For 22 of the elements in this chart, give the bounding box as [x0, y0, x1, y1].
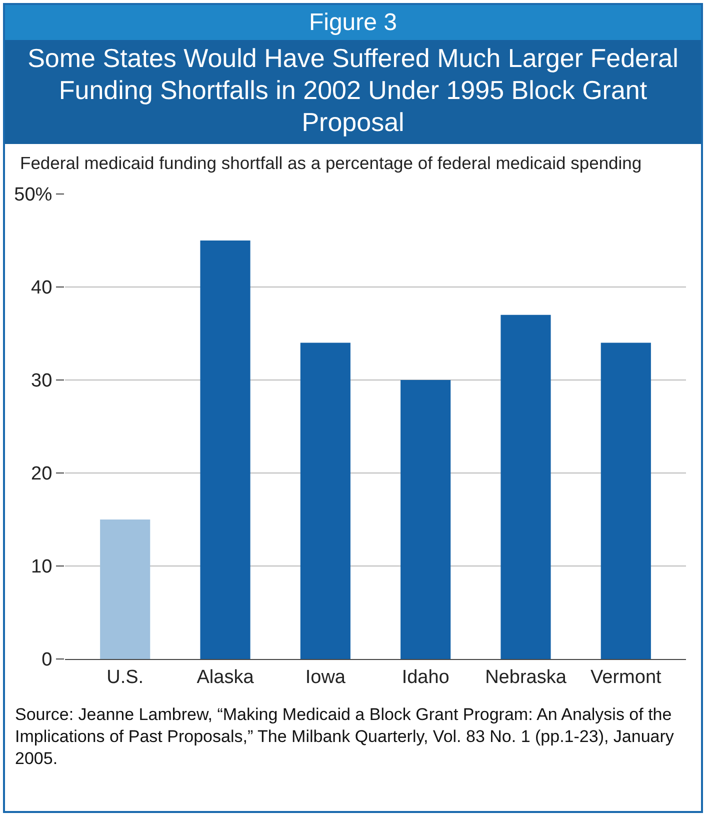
chart-title: Figure 3: [5, 5, 701, 40]
bar: [300, 342, 350, 659]
x-tick-label: Idaho: [402, 666, 450, 688]
x-tick-label: Nebraska: [485, 666, 567, 688]
x-tick-label: U.S.: [106, 666, 144, 688]
y-tick-label: 10: [31, 556, 52, 578]
y-axis-title: Federal medicaid funding shortfall as a percentage of federal medicaid spending: [20, 153, 642, 173]
chart-subtitle: Some States Would Have Suffered Much Larger Federal Funding Shortfalls in 2002 Under 1995 Block Grant Proposal: [5, 40, 701, 144]
y-tick-label: 30: [31, 370, 52, 392]
y-tick-label: 50%: [14, 184, 52, 206]
y-tick-label: 0: [42, 650, 52, 671]
x-tick-label: Iowa: [305, 666, 346, 688]
bar: [500, 314, 551, 659]
y-tick-label: 40: [31, 278, 52, 299]
bar: [100, 520, 150, 659]
bar: [400, 380, 451, 659]
bar: [600, 342, 651, 659]
bar: [200, 240, 250, 659]
x-tick-label: Vermont: [590, 666, 662, 688]
y-tick-label: 20: [31, 464, 52, 485]
x-tick-label: Alaska: [196, 666, 254, 688]
source-note: Source: Jeanne Lambrew, “Making Medicaid a Block Grant Program: An Analysis of the Implications of Past Proposals,” The Milbank Quarterly, Vol. 83 No. 1 (pp.1-23), January 2005.: [15, 704, 675, 770]
